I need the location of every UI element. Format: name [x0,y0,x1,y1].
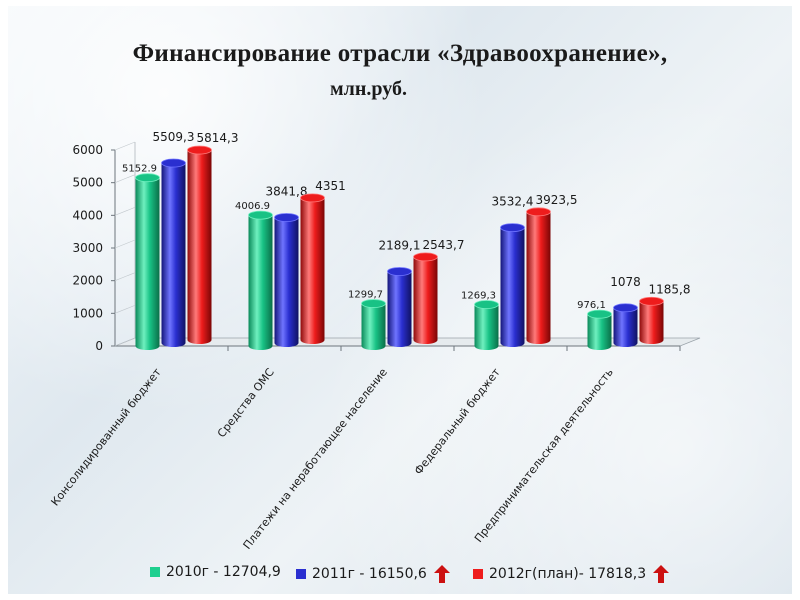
data-label: 5509,3 [153,130,195,144]
x-category-label: Консолидированный бюджет [48,365,164,508]
legend-label-2011: 2011г - 16150,6 [312,566,427,582]
data-label: 5152.9 [122,164,157,175]
bar-top-cap [639,296,664,306]
data-label: 1269,3 [461,291,496,302]
bar-top-cap [413,252,438,262]
bar-top-cap [500,223,525,233]
bar-top-cap [161,158,186,168]
y-tick-label: 4000 [72,208,103,222]
bar [248,215,273,350]
y-tick-depth [114,337,136,347]
legend-item-2010: 2010г - 12704,9 [150,564,281,580]
bar-top-cap [135,173,160,183]
data-label: 2543,7 [423,238,465,252]
data-label: 5814,3 [197,131,239,145]
bar-top-cap [248,210,273,220]
y-tick-depth [114,272,136,281]
y-tick-label: 2000 [72,274,103,288]
x-category-label: Предпринимательская деятельность [472,366,616,545]
bar-top-cap [474,300,499,309]
data-label: 1078 [610,275,641,289]
data-label: 4351 [315,179,346,193]
bar-top-cap [274,213,299,222]
bar-top-cap [300,193,325,203]
bar [526,211,551,344]
y-tick-depth [114,207,136,216]
data-label: 1185,8 [649,282,691,296]
y-tick-depth [114,174,136,183]
y-tick-depth [114,141,136,151]
x-category-label: Федеральный бюджет [412,365,503,477]
chart-legend: 2010г - 12704,9 2011г - 16150,6 2012г(пл… [0,564,800,588]
data-label: 2189,1 [379,238,421,252]
legend-swatch-2012 [473,569,483,579]
y-tick-label: 6000 [72,143,103,157]
data-label: 1299,7 [348,290,383,301]
data-label: 3841,8 [266,185,308,199]
data-label: 976,1 [577,300,606,311]
chart-subtitle-units: млн.руб. [330,78,407,100]
legend-label-2010: 2010г - 12704,9 [166,564,281,580]
up-arrow-icon [653,565,670,583]
bar-top-cap [526,207,551,217]
legend-item-2011: 2011г - 16150,6 [296,564,451,584]
bar [187,150,212,344]
y-tick-label: 5000 [72,176,103,190]
chart-title: Финансирование отрасли «Здравоохранение»… [132,40,668,67]
bar-top-cap [187,145,212,155]
legend-item-2012: 2012г(план)- 17818,3 [473,564,670,584]
bar [474,304,499,350]
bar-top-cap [361,299,386,308]
data-label: 3532,4 [492,195,534,209]
bar [361,303,386,350]
y-tick-depth [114,305,136,314]
data-label: 3923,5 [536,193,578,207]
legend-swatch-2011 [296,569,306,579]
bar-top-cap [613,303,638,313]
up-arrow-icon [433,565,450,583]
bar [274,217,299,347]
bar [413,256,438,344]
bar [639,301,664,344]
data-label: 4006.9 [235,201,270,212]
y-tick-depth [114,239,136,249]
bar [587,314,612,350]
bar [613,307,638,347]
bar [500,227,525,347]
y-tick-label: 3000 [72,241,103,255]
legend-label-2012: 2012г(план)- 17818,3 [489,566,647,582]
bar-top-cap [587,309,612,319]
bar [300,197,325,344]
bar [387,271,412,347]
bar [161,163,186,347]
bar-top-cap [387,267,412,276]
x-category-label: Средства ОМС [215,366,277,440]
bar [135,177,160,350]
y-tick-label: 0 [95,339,103,353]
legend-swatch-2010 [150,567,160,577]
x-category-label: Платежи на неработающее население [241,366,390,552]
y-tick-label: 1000 [72,306,103,320]
